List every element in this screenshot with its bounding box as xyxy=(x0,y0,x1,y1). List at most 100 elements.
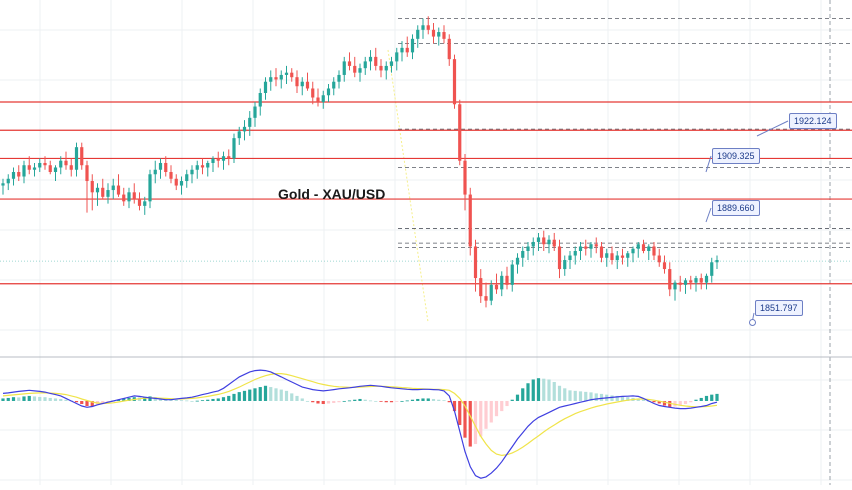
macd-histogram-bar xyxy=(626,397,630,401)
macd-histogram-bar xyxy=(458,400,462,426)
macd-histogram-bar xyxy=(678,400,682,406)
candle-body xyxy=(321,95,325,103)
candle-body xyxy=(232,138,236,159)
candle-body xyxy=(95,187,100,193)
macd-histogram-bar xyxy=(668,400,672,408)
candle-body xyxy=(547,239,551,245)
candle-body xyxy=(200,165,205,168)
candle-body xyxy=(158,162,163,170)
macd-histogram-bar xyxy=(347,400,352,402)
macd-histogram-bar xyxy=(494,400,499,417)
macd-histogram-bar xyxy=(662,400,667,406)
candle-body xyxy=(442,32,446,39)
macd-histogram-bar xyxy=(284,390,289,401)
candle-body xyxy=(211,158,215,163)
macd-histogram-bar xyxy=(384,400,388,403)
macd-histogram-bar xyxy=(410,399,415,401)
candle-body xyxy=(589,244,593,249)
candle-body xyxy=(368,56,373,62)
macd-histogram-bar xyxy=(279,389,283,401)
fib-diagonal xyxy=(387,49,429,323)
candle-body xyxy=(43,162,47,166)
macd-histogram-bar xyxy=(227,395,231,401)
macd-histogram-bar xyxy=(452,400,457,412)
candle-body xyxy=(6,178,10,184)
candle-body xyxy=(206,162,210,168)
candle-body xyxy=(494,284,499,290)
candle-body xyxy=(190,169,194,175)
macd-histogram-bar xyxy=(636,398,640,401)
candle-body xyxy=(710,262,714,276)
candle-body xyxy=(473,246,478,279)
candle-body xyxy=(137,199,142,206)
macd-histogram-bar xyxy=(200,400,205,402)
macd-histogram-bar xyxy=(547,379,551,401)
candle-body xyxy=(59,160,63,168)
macd-histogram-bar xyxy=(594,393,598,401)
macd-histogram-bar xyxy=(174,399,178,401)
macd-histogram-bar xyxy=(53,398,58,401)
candle-body xyxy=(185,174,189,182)
macd-histogram-bar xyxy=(242,390,247,401)
macd-histogram-bar xyxy=(641,399,646,401)
macd-histogram-bar xyxy=(610,395,614,401)
macd-histogram-bar xyxy=(290,393,294,401)
macd-histogram-bar xyxy=(589,392,593,401)
macd-histogram-bar xyxy=(143,396,147,401)
macd-histogram-bar xyxy=(316,400,320,404)
candle-body xyxy=(384,65,388,71)
candle-body xyxy=(568,255,572,261)
macd-histogram-bar xyxy=(11,397,16,401)
candle-body xyxy=(657,255,661,263)
macd-histogram-bar xyxy=(704,395,709,401)
macd-histogram-bar xyxy=(195,400,199,402)
macd-histogram-bar xyxy=(374,400,378,402)
macd-histogram-bar xyxy=(505,400,509,407)
macd-histogram-bar xyxy=(526,383,530,401)
candle-body xyxy=(615,255,619,261)
price-label-connector xyxy=(705,155,712,173)
candle-body xyxy=(363,61,367,69)
candle-body xyxy=(64,160,68,166)
macd-histogram-bar xyxy=(1,398,5,401)
fib-retracement xyxy=(387,49,429,323)
candle-body xyxy=(647,246,651,251)
macd-histogram-bar xyxy=(305,400,310,402)
macd-histogram-bar xyxy=(573,390,577,401)
candle-body xyxy=(17,172,21,177)
macd-histogram-bar xyxy=(542,378,546,401)
macd-histogram-bar xyxy=(500,400,504,412)
candle-body xyxy=(242,126,247,132)
candle-body xyxy=(148,174,152,202)
candle-body xyxy=(484,296,488,301)
candle-body xyxy=(258,93,262,107)
macd-histogram-bar xyxy=(484,400,488,429)
macd-histogram-bar xyxy=(699,397,703,401)
macd-histogram-bar xyxy=(689,400,693,403)
macd-signal-line xyxy=(2,373,718,457)
macd-histogram-bar xyxy=(510,399,514,401)
macd-histogram-bar xyxy=(342,400,346,402)
candle-body xyxy=(305,81,310,89)
macd-histogram-bar xyxy=(43,397,47,401)
macd-histogram-bar xyxy=(311,400,315,403)
candle-body xyxy=(652,246,656,256)
macd-histogram-bar xyxy=(22,396,26,401)
candle-body xyxy=(342,61,346,75)
macd-histogram-bar xyxy=(652,400,656,403)
macd-histogram-bar xyxy=(237,392,241,401)
candle-body xyxy=(274,77,278,80)
candle-body xyxy=(116,185,121,195)
price-label-connector xyxy=(705,207,712,223)
macd-panel xyxy=(1,369,719,479)
candle-body xyxy=(248,117,252,127)
candle-body xyxy=(111,185,115,191)
candle-body xyxy=(673,282,677,290)
candle-body xyxy=(542,237,546,245)
candle-body xyxy=(594,244,598,247)
candle-body xyxy=(1,183,5,186)
candle-body xyxy=(347,61,352,66)
candle-body xyxy=(263,81,268,93)
macd-histogram-bar xyxy=(295,395,299,401)
